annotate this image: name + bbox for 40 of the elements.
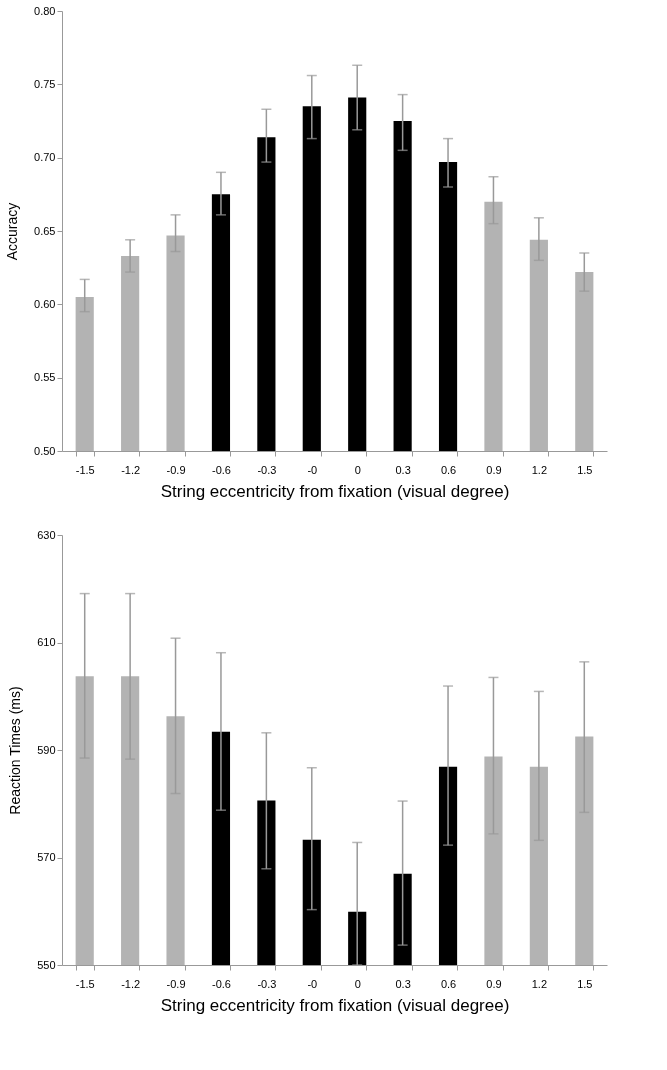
y-tick-label: 630 [37,528,56,541]
x-tick-label: -1.5 [75,977,95,990]
x-tick-label: 0.6 [440,463,457,476]
y-axis-title: Reaction Times (ms) [7,686,24,815]
x-tick-label: 1.2 [531,977,548,990]
y-tick-label: 0.70 [34,151,56,164]
x-tick-label: -0.9 [166,977,186,990]
y-tick-label: 590 [37,743,56,756]
x-tick-label: 1.5 [577,463,593,476]
y-tick-label: 610 [37,636,56,648]
y-tick-label: 550 [37,958,56,971]
y-tick-label: 0.50 [34,444,56,457]
x-tick-label: 0.9 [486,463,502,476]
x-tick-label: -0.6 [211,977,231,990]
x-tick-label: -0.3 [257,463,277,476]
x-tick-label: 0 [354,463,361,476]
x-axis-title: String eccentricity from fixation (visual degree) [160,995,510,1015]
x-tick-label: -0.9 [166,463,186,476]
y-tick-label: 0.60 [34,297,56,310]
x-tick-label: 0.9 [486,977,502,990]
y-tick-label: 0.80 [34,4,56,17]
y-tick-label: 0.65 [34,224,56,237]
x-tick-label: -1.5 [75,463,95,476]
x-tick-label: 1.2 [531,463,548,476]
y-tick-label: 570 [37,851,56,863]
x-tick-label: -1.2 [121,977,141,990]
x-axis-title: String eccentricity from fixation (visual degree) [160,481,510,501]
x-tick-label: 0 [354,977,361,990]
x-tick-label: -0 [307,977,318,990]
x-tick-label: -0.6 [211,463,231,476]
y-tick-label: 0.75 [34,77,56,90]
x-tick-label: 0.3 [395,463,411,476]
x-tick-label: -1.2 [121,463,141,476]
y-axis-title: Accuracy [4,202,21,261]
x-tick-label: 0.3 [395,977,411,990]
y-tick-label: 0.55 [34,371,56,384]
x-tick-label: -0 [307,463,318,476]
x-tick-label: -0.3 [257,977,277,990]
x-tick-label: 1.5 [577,977,593,990]
x-tick-label: 0.6 [440,977,457,990]
